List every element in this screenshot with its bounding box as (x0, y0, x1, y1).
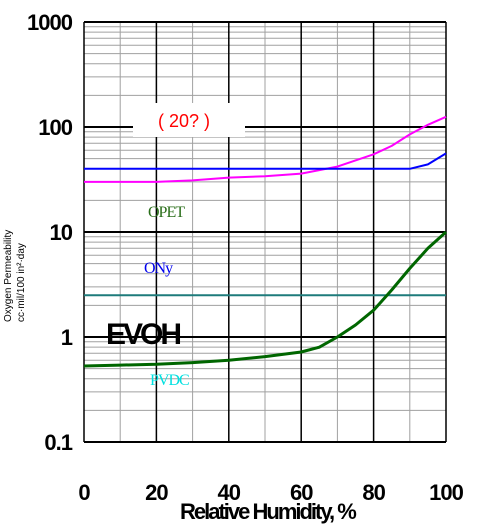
y-tick-label: 1 (61, 325, 73, 350)
major-gridlines (83, 21, 447, 443)
x-tick-label: 0 (78, 480, 90, 505)
series-line-ony (84, 152, 447, 170)
y-tick-label: 0.1 (44, 430, 72, 455)
series-lines (83, 115, 448, 368)
series-label-pvdc: PVDC (150, 372, 189, 389)
series-label-ony: ONy (144, 260, 173, 277)
series-line-evoh (83, 230, 448, 368)
x-tick-label: 100 (429, 480, 463, 505)
x-tick-labels: 0 20 40 60 80 100 (78, 480, 464, 505)
x-tick-label: 20 (145, 480, 168, 505)
y-tick-label: 100 (38, 115, 72, 140)
series-line-opet (84, 115, 447, 183)
x-axis-title: Relative Humidity, % (180, 499, 356, 524)
y-axis-title-line-1: Oxygen Permeability (3, 230, 14, 322)
x-tick-label: 80 (362, 480, 385, 505)
y-tick-label: 10 (50, 220, 73, 245)
y-tick-label: 1000 (27, 10, 73, 35)
x-tick-label: 60 (290, 480, 313, 505)
y-tick-labels: 0.1 1 10 100 1000 (27, 10, 74, 455)
x-tick-label: 40 (218, 480, 241, 505)
boxed-label-background (133, 103, 245, 137)
y-axis-title-line-2: cc·mil/100 in²·day (16, 243, 27, 322)
series-label-opet: OPET (148, 204, 185, 221)
series-label-evoh: EVOH (106, 318, 180, 351)
boxed-label: ( 20? ) (158, 111, 210, 131)
